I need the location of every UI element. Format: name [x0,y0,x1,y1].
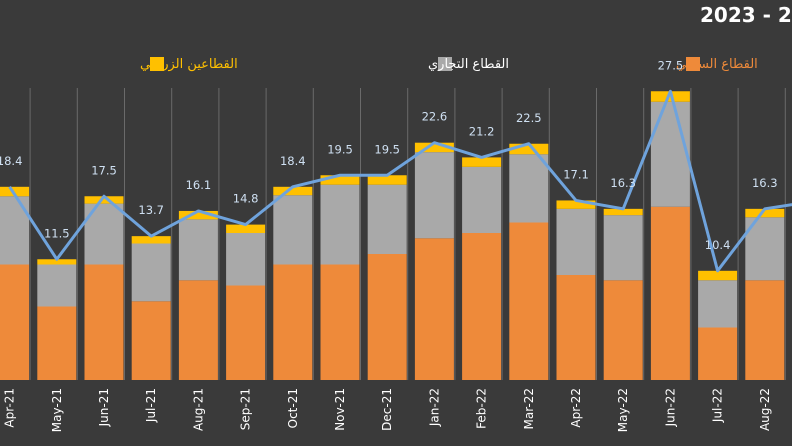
data-label: 13.7 [138,203,164,217]
x-tick-label: Jul-21 [144,388,158,423]
bar-segment-agricultural [226,224,266,233]
bar-segment-agricultural [462,157,502,167]
data-label: 16.3 [752,176,778,190]
bar-segment-agricultural [367,175,407,185]
data-label: 19.5 [327,142,353,156]
data-label: 17.1 [563,167,589,181]
bar-segment-commercial [556,208,596,275]
legend-label: القطاعين الزراعي [140,57,238,72]
bar-segment-agricultural [509,143,549,155]
bar-segment-agricultural [131,236,171,244]
bar-segment-commercial [650,101,690,207]
bars [0,91,785,380]
bar-segment-residential [650,206,690,380]
x-tick-label: May-22 [616,388,630,432]
x-tick-label: Nov-21 [333,388,347,431]
data-label: 17.5 [91,163,117,177]
x-tick-label: May-21 [50,388,64,432]
bar-segment-commercial [698,280,738,328]
data-label: 27.5 [658,58,684,72]
bar-segment-commercial [367,184,407,254]
bar-segment-residential [320,264,360,380]
bar-segment-agricultural [273,186,313,196]
bar-segment-agricultural [178,210,218,220]
x-axis-ticks: Apr-21 May-21 Jun-21 Jul-21 Aug-21 Sep-21 Oct-… [3,388,772,432]
legend-label: القطاع التجاري [428,57,509,72]
bar-segment-commercial [414,152,454,239]
bar-segment-agricultural [414,142,454,153]
data-labels: 18.4 11.5 17.5 13.7 16.1 14.8 18.4 19.5 19.5 22.6… [0,58,778,252]
bar-segment-residential [131,301,171,380]
bar-segment-residential [37,306,77,380]
bar-segment-residential [462,233,502,380]
bar-segment-commercial [462,166,502,233]
bar-segment-residential [273,264,313,380]
data-label: 11.5 [44,226,70,240]
bar-segment-commercial [0,196,30,265]
bar-segment-agricultural [603,208,643,216]
data-label: 21.2 [469,124,495,138]
bar-segment-agricultural [556,200,596,209]
legend-label: القطاع السكني [676,57,758,72]
bar-segment-commercial [131,243,171,302]
bar-segment-commercial [37,264,77,307]
legend-swatch [686,57,700,71]
bar-segment-agricultural [0,186,30,197]
bar-segment-agricultural [84,196,124,204]
bar-segment-residential [745,280,785,380]
data-label: 22.6 [422,110,448,124]
bar-segment-commercial [226,233,266,286]
bar-segment-commercial [178,219,218,281]
x-tick-label: Jan-22 [427,388,441,427]
legend: القطاع السكني القطاع التجاري القطاعين الزر… [140,57,758,72]
x-tick-label: Aug-21 [191,388,205,431]
bar-segment-residential [603,280,643,380]
bar-segment-commercial [320,184,360,265]
x-tick-label: Jun-21 [97,388,111,427]
legend-swatch [438,57,452,71]
data-label: 22.5 [516,111,542,125]
bar-segment-agricultural [698,270,738,281]
x-tick-label: Feb-22 [475,388,489,429]
data-label: 16.1 [186,178,212,192]
bar-segment-residential [698,327,738,380]
total-line [8,89,792,273]
x-tick-label: Apr-21 [3,388,17,428]
data-label: 14.8 [233,192,259,206]
data-label: 10.4 [705,238,731,252]
bar-segment-commercial [273,195,313,265]
bar-segment-commercial [509,154,549,223]
bar-segment-agricultural [37,259,77,265]
bar-segment-residential [414,238,454,380]
x-tick-label: Mar-22 [522,388,536,429]
x-tick-label: Sep-21 [239,388,253,430]
bar-segment-residential [226,285,266,380]
bar-segment-residential [367,254,407,380]
bar-segment-residential [509,222,549,380]
bar-segment-residential [556,275,596,380]
gridlines [29,88,786,380]
x-tick-label: Apr-22 [569,388,583,428]
x-tick-label: Jul-22 [711,388,725,423]
data-label: 18.4 [280,154,306,168]
bar-segment-residential [0,264,30,380]
bar-segment-agricultural [745,208,785,218]
legend-swatch [150,57,164,71]
bar-segment-residential [84,264,124,380]
bar-segment-agricultural [320,175,360,185]
bar-segment-residential [178,280,218,380]
data-label: 18.4 [0,154,22,168]
bar-segment-commercial [603,215,643,281]
x-tick-label: Oct-21 [286,388,300,428]
data-label: 19.5 [374,142,400,156]
x-tick-label: Jun-22 [663,388,677,427]
chart-title: قيمة الصفقات العقارية الشهرية خلال (2021… [700,3,792,27]
x-tick-label: Dec-21 [380,388,394,431]
x-tick-label: Aug-22 [758,388,772,431]
data-label: 16.3 [610,176,636,190]
total-line-path [8,89,792,273]
